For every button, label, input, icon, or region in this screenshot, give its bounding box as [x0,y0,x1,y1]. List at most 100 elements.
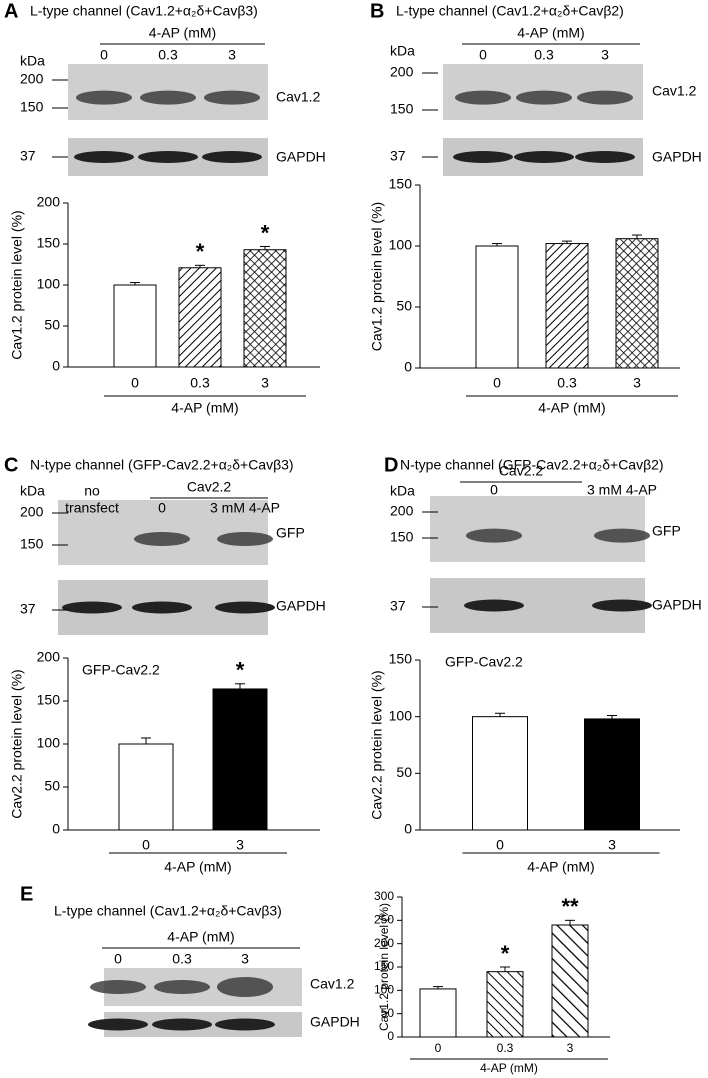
y-tick-label: 150 [37,692,61,708]
lane-header: Cav2.2 [499,463,544,479]
x-tick-label: 0.3 [557,375,577,391]
y-tick-label: 50 [396,764,412,780]
y-tick-label: 100 [37,735,61,751]
y-tick-label: 200 [37,194,61,210]
lane-label: 0.3 [534,47,554,63]
blot-control-band [62,601,122,614]
ladder-label: 200 [390,503,414,519]
lane-header: 4-AP (mM) [167,929,234,945]
blot-band [217,977,273,997]
x-tick-label: 0 [493,375,501,391]
x-tick-label: 0.3 [190,375,210,391]
band-label: Cav1.2 [310,976,355,992]
x-tick-label: 0 [142,837,150,853]
lane-label: 0 [479,47,487,63]
y-tick-label: 100 [37,276,61,292]
blot-band [594,528,650,543]
y-tick-label: 0 [52,821,60,837]
panel-letter: D [384,454,398,476]
significance-marker: * [501,941,510,966]
kda-label: kDa [20,483,45,499]
y-tick-label: 0 [52,358,60,374]
y-tick-label: 100 [389,707,413,723]
kda-label: kDa [390,483,415,499]
blot-band [154,980,210,994]
y-tick-label: 50 [44,317,60,333]
x-axis-label: 4-AP (mM) [171,400,238,416]
x-tick-label: 3 [236,837,244,853]
y-tick-label: 50 [396,298,412,314]
y-tick-label: 150 [389,176,413,192]
inset-label: GFP-Cav2.2 [445,654,523,670]
inset-label: GFP-Cav2.2 [82,662,160,678]
band-label: GFP [652,523,681,539]
lane-header: 4-AP (mM) [517,25,584,41]
band-label: Cav1.2 [652,83,697,99]
ladder-label: 200 [20,71,44,87]
control-label: GAPDH [652,149,702,165]
control-label: GAPDH [310,1014,360,1030]
ladder-label: 37 [20,601,36,617]
bar [486,971,524,1038]
y-tick-label: 150 [389,651,413,667]
x-tick-label: 3 [261,375,269,391]
y-tick-label: 50 [44,778,60,794]
ladder-label: 37 [390,148,406,164]
ladder-label: 150 [20,536,44,552]
ladder-label: 150 [20,99,44,115]
x-tick-label: 3 [608,837,616,853]
y-axis-label: Cav1.2 protein level (%) [377,903,391,1031]
x-tick-label: 0 [131,375,139,391]
bar [419,988,457,1038]
bar [113,284,157,368]
control-label: GAPDH [276,149,326,165]
blot-band [76,90,132,105]
y-axis-label: Cav1.2 protein level (%) [369,202,385,351]
blot-band [217,532,273,546]
panel-letter: E [20,883,33,905]
ladder-label: 200 [20,504,44,520]
panel-title: N-type channel (GFP-Cav2.2+α₂δ+Cavβ2) [400,457,664,473]
blot-control-band [453,151,513,163]
lane-label: 0 [114,951,122,967]
x-tick-label: 0 [496,837,504,853]
x-axis-label: 4-AP (mM) [164,859,231,875]
panel-title: L-type channel (Cav1.2+α₂δ+Cavβ3) [54,903,282,919]
lane-label: 0.3 [158,47,178,63]
lane-label: 3 [601,47,609,63]
lane-label: no [84,483,100,499]
kda-label: kDa [20,53,45,69]
panel-letter: A [4,0,18,22]
bar [545,243,589,369]
blot-band [140,90,196,105]
x-tick-label: 0 [435,1041,442,1055]
significance-marker: * [236,658,245,683]
lane-label: 0 [158,500,166,516]
panel-letter: C [4,454,18,476]
lane-label: 3 [228,47,236,63]
y-tick-label: 150 [374,959,394,973]
y-tick-label: 0 [387,1029,394,1043]
ladder-label: 150 [390,101,414,117]
blot-control-band [215,601,275,614]
lane-label: transfect [65,500,119,516]
panel-title: L-type channel (Cav1.2+α₂δ+Cavβ2) [396,3,624,19]
y-tick-label: 200 [374,936,394,950]
lane-header: Cav2.2 [187,479,232,495]
y-tick-label: 300 [374,889,394,903]
bar [243,249,287,368]
blot-control-band [88,1018,148,1031]
y-tick-label: 0 [404,821,412,837]
ladder-label: 37 [390,598,406,614]
y-axis-label: Cav2.2 protein level (%) [369,670,385,819]
blot-band [516,90,572,105]
x-axis-label: 4-AP (mM) [538,400,605,416]
blot-band [90,980,146,994]
band-label: Cav1.2 [276,89,321,105]
lane-label: 3 [241,951,249,967]
y-axis-label: Cav1.2 protein level (%) [9,210,25,359]
y-axis-label: Cav2.2 protein level (%) [9,669,25,818]
x-tick-label: 0.3 [497,1041,514,1055]
y-tick-label: 0 [404,359,412,375]
